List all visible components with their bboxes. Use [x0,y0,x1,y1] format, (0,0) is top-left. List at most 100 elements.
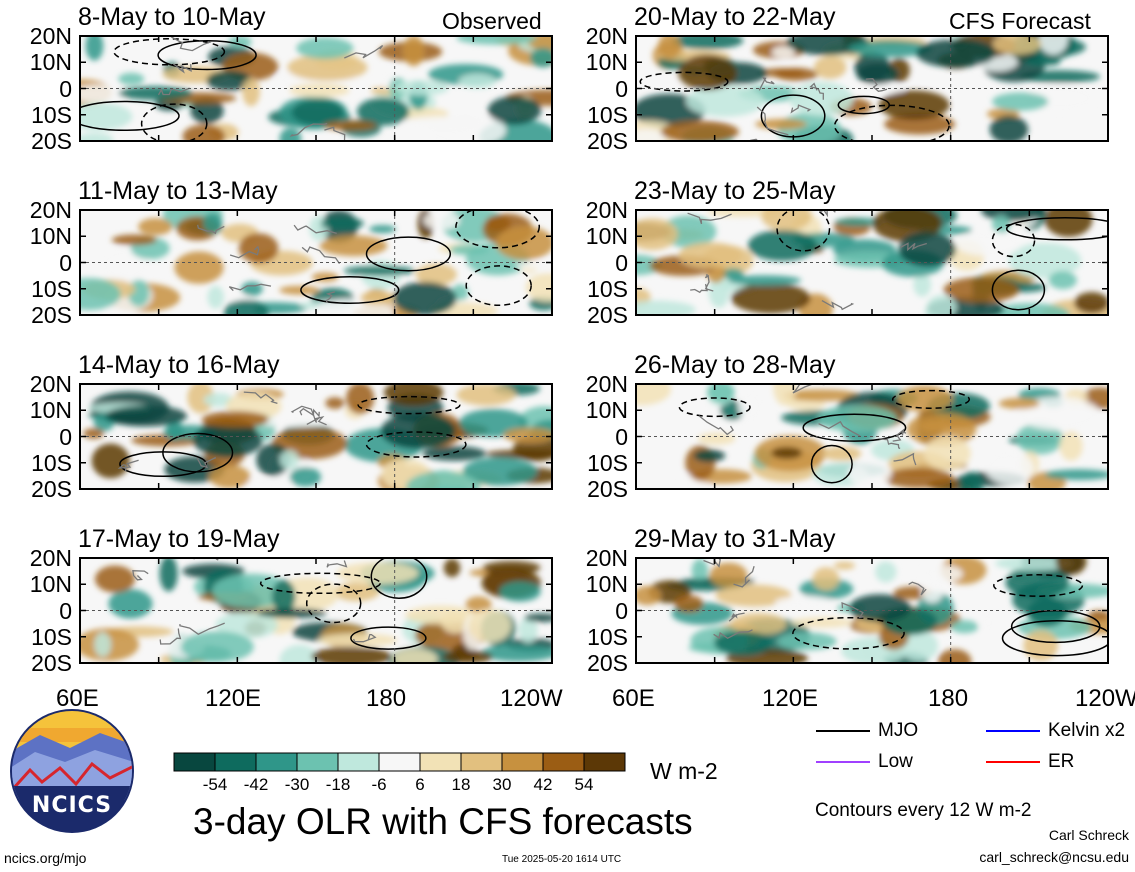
legend-label: ER [1048,751,1075,772]
colorbar-tick-label: -30 [284,775,310,794]
panel-title: 20-May to 22-May [634,3,836,31]
lat-label: 10N [29,223,72,250]
colorbar-swatch [542,752,585,772]
legend [816,730,1040,763]
lat-label: 0 [59,249,72,276]
colorbar [173,752,626,772]
map-panel [79,35,553,142]
timestamp: Tue 2025-05-20 1614 UTC [502,854,622,865]
colorbar-swatch [378,752,421,772]
logo-text: NCICS [32,793,112,818]
lat-label: 20S [587,650,628,676]
lat-label: 20S [587,476,628,502]
main-title: 3-day OLR with CFS forecasts [193,801,693,842]
map-panel [635,383,1109,490]
map-panel [635,209,1109,316]
map-panel [635,35,1109,142]
lat-label: 0 [615,249,628,276]
author-email[interactable]: carl_schreck@ncsu.edu [979,849,1129,865]
panels-layer [79,35,1109,664]
panel-title: 29-May to 31-May [634,525,836,553]
colorbar-tick-label: -42 [243,775,269,794]
colorbar-tick-label: -18 [325,775,351,794]
lat-label: 20N [585,197,628,223]
panel-title: 23-May to 25-May [634,177,836,205]
lat-label: 10N [29,571,72,598]
lat-label: 10S [587,275,628,302]
colorbar-swatch [296,752,339,772]
lat-label: 10N [29,397,72,424]
lon-label-60e: 60E [56,685,99,712]
lat-label: 10S [31,275,72,302]
panel-title: 8-May to 10-May [78,3,266,31]
lon-label-120w: 120W [500,685,563,712]
lat-label: 10S [587,623,628,650]
colorbar-swatch [173,752,216,772]
colorbar-tick-label: 30 [492,775,512,794]
panel-title: 17-May to 19-May [78,525,280,553]
legend-label: Kelvin x2 [1048,720,1126,741]
lat-label: 10S [587,449,628,476]
colorbar-swatch [337,752,380,772]
lat-label: 0 [59,75,72,102]
colorbar-swatch [501,752,544,772]
colorbar-swatch [255,752,298,772]
colorbar-tick-label: 54 [574,775,594,794]
lat-label: 20S [31,302,72,328]
lat-label: 10N [585,49,628,76]
map-panel [635,557,1109,664]
lat-label: 20S [587,128,628,154]
lat-label: 10S [31,101,72,128]
panel-title: 14-May to 16-May [78,351,280,379]
colorbar-swatch [214,752,257,772]
lat-label: 20N [29,197,72,223]
lat-label: 20S [31,128,72,154]
website-link[interactable]: ncics.org/mjo [4,850,87,866]
lat-label: 0 [59,597,72,624]
lon-label-120w-right: 120W [1075,685,1135,712]
author-name: Carl Schreck [1048,827,1129,843]
lat-label: 20N [29,23,72,49]
colorbar-tick-label: 42 [533,775,553,794]
lon-label-180: 180 [366,685,407,712]
lat-label: 20S [31,650,72,676]
colorbar-tick-label: 6 [415,775,425,794]
lat-label: 10N [29,49,72,76]
colorbar-tick-label: -6 [371,775,387,794]
lon-label-120e: 120E [205,685,262,712]
units-label: W m-2 [650,758,718,784]
colorbar-swatch [583,752,626,772]
lat-label: 20S [31,476,72,502]
lat-label: 20N [585,371,628,397]
panel-title: 26-May to 28-May [634,351,836,379]
lat-label: 20N [585,545,628,571]
contour-note: Contours every 12 W m-2 [815,800,1032,821]
lon-label-180-right: 180 [928,685,969,712]
lat-label: 20S [587,302,628,328]
lat-label: 0 [615,597,628,624]
panel-title: 11-May to 13-May [78,177,278,205]
colorbar-tick-label: 18 [451,775,471,794]
legend-label: Low [878,751,913,772]
colorbar-swatch [460,752,503,772]
observed-label: Observed [442,8,542,34]
lat-label: 20N [585,23,628,49]
lat-label: 10N [585,223,628,250]
map-panel [79,383,553,490]
lat-label: 10N [585,571,628,598]
lat-label: 0 [615,423,628,450]
lat-label: 10S [31,449,72,476]
legend-label: MJO [878,720,919,741]
cfs-forecast-label: CFS Forecast [949,8,1091,34]
lat-label: 20N [29,371,72,397]
lon-label-60e-right: 60E [612,685,655,712]
lat-label: 20N [29,545,72,571]
lon-label-120e-right: 120E [762,685,819,712]
colorbar-swatch [419,752,462,772]
lat-label: 0 [615,75,628,102]
lat-label: 10N [585,397,628,424]
map-panel [79,209,553,316]
lat-label: 0 [59,423,72,450]
lat-label: 10S [587,101,628,128]
